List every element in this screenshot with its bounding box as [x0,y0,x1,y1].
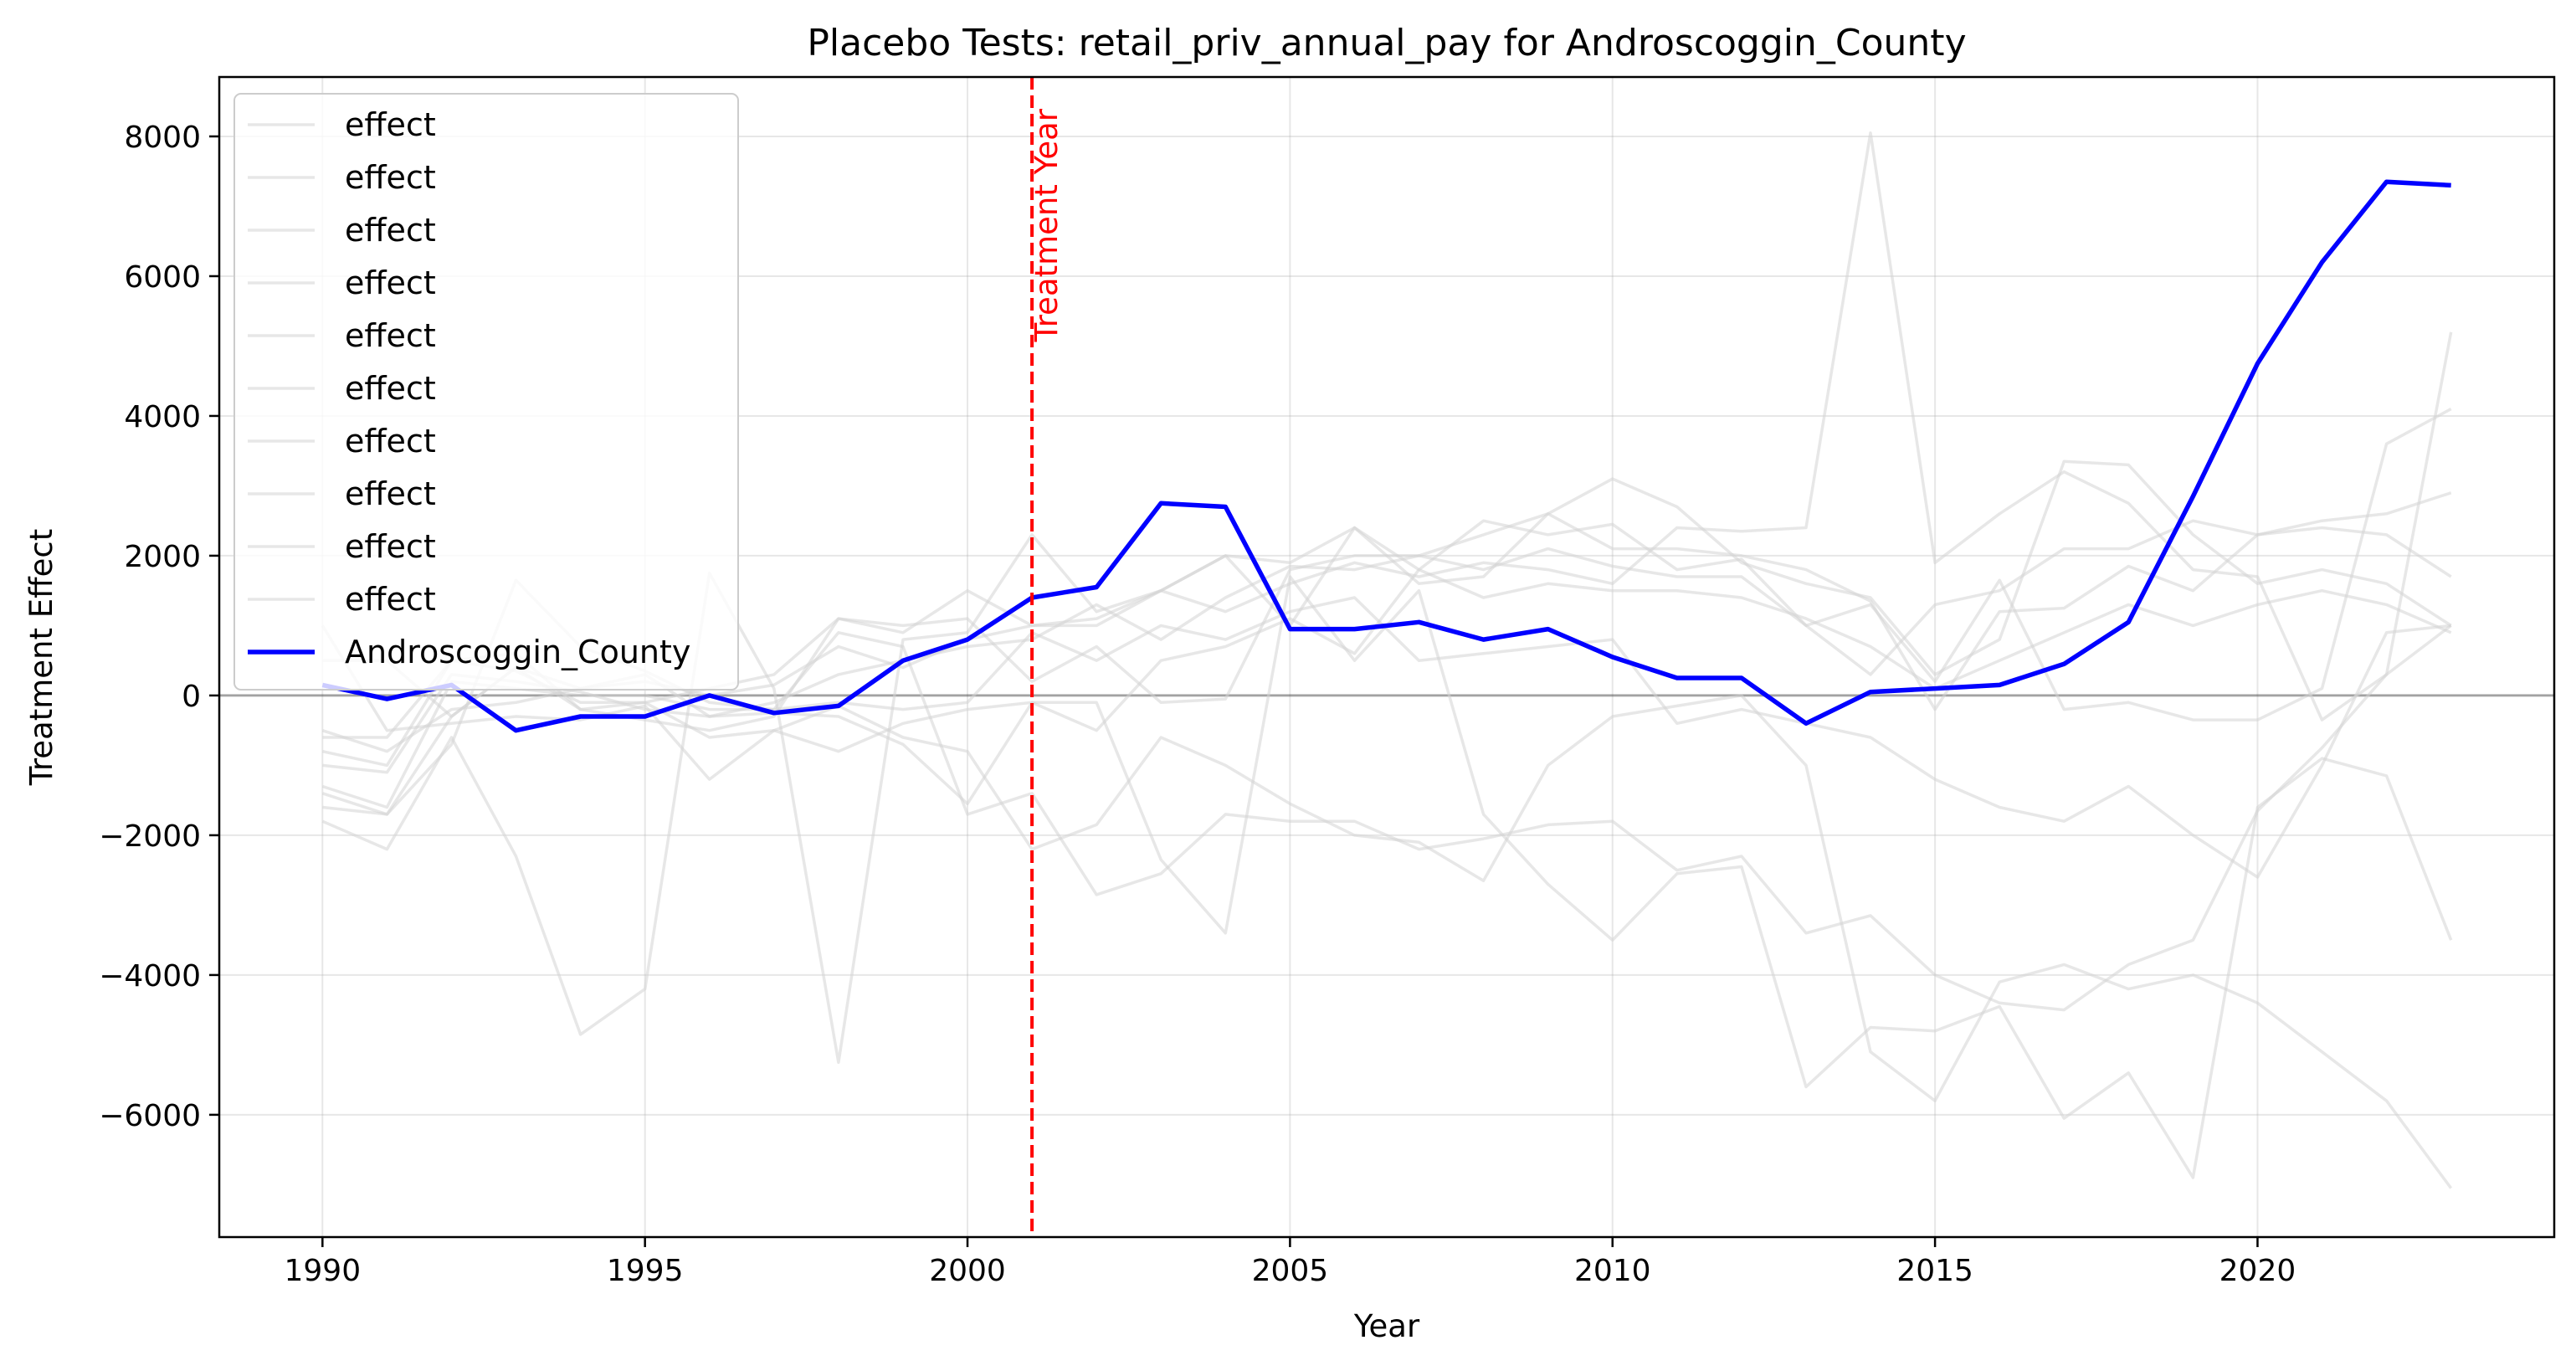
plot-frame [218,75,2556,1239]
legend-entry-label: effect [345,528,436,565]
y-tick-label: 6000 [124,260,201,295]
x-tick-label: 1990 [285,1254,362,1288]
legend-entry-label: effect [345,423,436,460]
x-tick-label: 1995 [607,1254,684,1288]
legend-entry-label: effect [345,317,436,354]
legend-entry-label: effect [345,370,436,407]
treatment-layer: Treatment Year [1029,77,1065,1237]
y-tick-label: 4000 [124,400,201,434]
legend-entry-label: effect [345,159,436,196]
y-tick-label: 0 [182,680,201,714]
x-tick-label: 2015 [1896,1254,1973,1288]
legend: effect effect effect effect effect effect effe… [233,93,739,691]
legend-entry-label: effect [345,475,436,512]
series-line-placebo-6 [321,567,2452,768]
x-axis-label: Year [1353,1308,1420,1344]
x-tick-label: 2005 [1252,1254,1329,1288]
legend-box [233,93,739,691]
series-line-placebo-5 [321,624,2453,1189]
x-tick-label: 2020 [2219,1254,2296,1288]
y-axis-label: Treatment Effect [23,529,59,787]
y-tick-label: −2000 [99,819,201,854]
legend-entry-label: effect [345,106,436,143]
series-line-main [321,179,2451,733]
treatment-year-label: Treatment Year [1029,108,1065,342]
y-axis: −6000 −4000 −2000 0 2000 4000 6000 8000 [99,121,219,1133]
legend-entry-label: effect [345,212,436,249]
y-tick-label: 8000 [124,121,201,155]
y-tick-label: −6000 [99,1099,201,1133]
y-tick-label: 2000 [124,540,201,574]
series-line-placebo-9 [322,460,2452,718]
x-axis: 1990 1995 2000 2005 2010 2015 2020 [285,1237,2296,1288]
legend-entry-label: effect [345,264,436,301]
chart-title: Placebo Tests: retail_priv_annual_pay fo… [807,22,1966,64]
x-tick-label: 2010 [1574,1254,1651,1288]
x-tick-label: 2000 [929,1254,1006,1288]
y-tick-label: −4000 [99,959,201,994]
series-line-placebo-4 [322,491,2452,774]
series-line-placebo-8 [321,596,2451,879]
series-line-placebo-1 [321,408,2452,1065]
legend-entry-label: effect [345,581,436,618]
legend-entry-label: Androscoggin_County [345,634,690,670]
